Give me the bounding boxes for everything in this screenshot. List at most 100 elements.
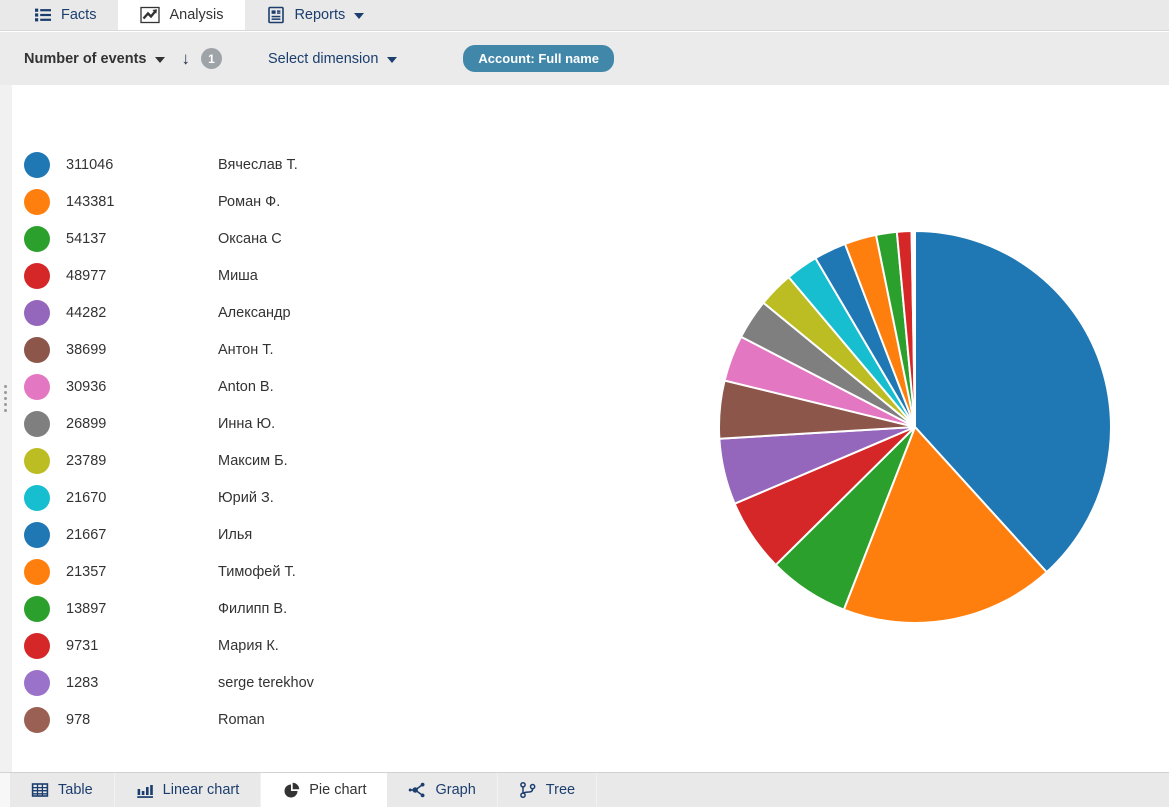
pie-slice[interactable] [842, 426, 1048, 624]
legend-color-dot [24, 559, 50, 585]
legend-color-dot [24, 522, 50, 548]
legend-label: Roman [218, 712, 265, 728]
pie-slice[interactable] [914, 230, 1112, 574]
legend-color-dot [24, 189, 50, 215]
legend-value: 1283 [66, 675, 99, 691]
legend-row[interactable]: 21357 Тимофей Т. [24, 559, 314, 585]
legend-color-dot [24, 263, 50, 289]
legend-value: 44282 [66, 305, 107, 321]
select-dimension-dropdown[interactable]: Select dimension [267, 50, 398, 67]
measure-dropdown[interactable]: Number of events [24, 50, 166, 67]
tab-reports[interactable]: Reports [245, 0, 386, 30]
pie-legend: 311046 Вячеслав Т. 143381 Роман Ф. 54137 Окса… [24, 152, 314, 744]
legend-color-dot [24, 485, 50, 511]
pie-chart-icon [282, 781, 300, 799]
tab-reports-label: Reports [294, 7, 346, 23]
chevron-down-icon [354, 13, 365, 19]
legend-row[interactable]: 311046 Вячеслав Т. [24, 152, 314, 178]
report-icon [267, 6, 285, 24]
legend-label: Anton B. [218, 379, 274, 395]
bar-chart-icon [136, 781, 154, 799]
legend-value: 48977 [66, 268, 107, 284]
legend-label: Илья [218, 527, 253, 543]
legend-row[interactable]: 44282 Александр [24, 300, 314, 326]
toolbar: Number of events ↓ 1 Select dimension Ac… [0, 32, 1169, 85]
legend-color-dot [24, 411, 50, 437]
legend-color-dot [24, 226, 50, 252]
chevron-down-icon [155, 56, 166, 63]
tab-analysis-label: Analysis [169, 7, 224, 23]
legend-row[interactable]: 21670 Юрий З. [24, 485, 314, 511]
legend-row[interactable]: 143381 Роман Ф. [24, 189, 314, 215]
panel-splitter[interactable] [0, 85, 12, 772]
account-filter-chip[interactable]: Account: Full name [463, 45, 615, 72]
legend-label: Антон Т. [218, 342, 274, 358]
legend-row[interactable]: 23789 Максим Б. [24, 448, 314, 474]
pie-slice[interactable] [912, 230, 916, 428]
sort-descending-icon[interactable]: ↓ [181, 48, 190, 68]
tab-analysis[interactable]: Analysis [118, 0, 246, 30]
select-dimension-label: Select dimension [267, 50, 379, 67]
legend-label: Тимофей Т. [218, 564, 296, 580]
legend-label: Мария К. [218, 638, 279, 654]
legend-color-dot [24, 374, 50, 400]
line-chart-icon [140, 6, 161, 24]
legend-label: Миша [218, 268, 258, 284]
legend-value: 38699 [66, 342, 107, 358]
legend-row[interactable]: 30936 Anton B. [24, 374, 314, 400]
tab-table[interactable]: Table [10, 773, 115, 807]
graph-icon [408, 781, 426, 799]
tab-graph-label: Graph [435, 782, 476, 798]
legend-value: 54137 [66, 231, 107, 247]
legend-value: 9731 [66, 638, 99, 654]
legend-label: Максим Б. [218, 453, 288, 469]
tab-tree[interactable]: Tree [498, 773, 598, 807]
legend-value: 26899 [66, 416, 107, 432]
tab-linear-chart[interactable]: Linear chart [115, 773, 262, 807]
legend-row[interactable]: 21667 Илья [24, 522, 314, 548]
legend-value: 13897 [66, 601, 107, 617]
legend-row[interactable]: 48977 Миша [24, 263, 314, 289]
legend-value: 21670 [66, 490, 107, 506]
measure-label: Number of events [24, 50, 147, 67]
legend-color-dot [24, 596, 50, 622]
tab-table-label: Table [58, 782, 93, 798]
legend-color-dot [24, 337, 50, 363]
legend-row[interactable]: 1283 serge terekhov [24, 670, 314, 696]
table-icon [31, 781, 49, 799]
legend-row[interactable]: 978 Roman [24, 707, 314, 733]
legend-row[interactable]: 26899 Инна Ю. [24, 411, 314, 437]
list-icon [34, 6, 52, 24]
tab-facts-label: Facts [61, 7, 97, 23]
tab-pie-chart[interactable]: Pie chart [261, 773, 388, 807]
chevron-down-icon [387, 56, 398, 63]
legend-label: Юрий З. [218, 490, 274, 506]
legend-label: Роман Ф. [218, 194, 281, 210]
legend-row[interactable]: 9731 Мария К. [24, 633, 314, 659]
legend-color-dot [24, 633, 50, 659]
legend-value: 143381 [66, 194, 115, 210]
chart-area: 311046 Вячеслав Т. 143381 Роман Ф. 54137 Окса… [0, 85, 1169, 772]
tab-linear-chart-label: Linear chart [162, 782, 240, 798]
legend-value: 978 [66, 712, 91, 728]
legend-row[interactable]: 54137 Оксана С [24, 226, 314, 252]
legend-row[interactable]: 38699 Антон Т. [24, 337, 314, 363]
legend-color-dot [24, 300, 50, 326]
legend-label: Инна Ю. [218, 416, 276, 432]
legend-value: 23789 [66, 453, 107, 469]
view-tab-bar: Table Linear chart Pie chart [0, 772, 1169, 807]
legend-color-dot [24, 152, 50, 178]
count-badge[interactable]: 1 [200, 48, 222, 69]
legend-label: Александр [218, 305, 291, 321]
legend-color-dot [24, 448, 50, 474]
tree-icon [519, 781, 537, 799]
legend-color-dot [24, 670, 50, 696]
tab-facts[interactable]: Facts [12, 0, 118, 30]
tab-graph[interactable]: Graph [387, 773, 498, 807]
legend-value: 21667 [66, 527, 107, 543]
top-tab-bar: Facts Analysis Reports [0, 0, 1169, 31]
legend-label: Оксана С [218, 231, 282, 247]
legend-label: Филипп В. [218, 601, 288, 617]
legend-row[interactable]: 13897 Филипп В. [24, 596, 314, 622]
